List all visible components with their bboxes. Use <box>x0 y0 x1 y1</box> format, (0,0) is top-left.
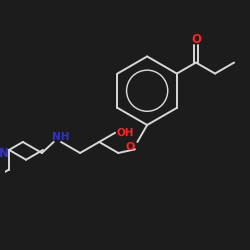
Text: O: O <box>125 142 135 152</box>
Text: N: N <box>0 147 9 160</box>
Text: OH: OH <box>117 128 134 138</box>
Text: NH: NH <box>52 132 70 142</box>
Text: O: O <box>191 33 201 46</box>
